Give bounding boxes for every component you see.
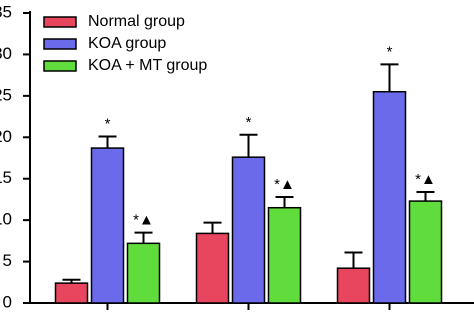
y-tick-label: 0 <box>3 292 12 311</box>
y-tick-label: 10 <box>0 210 12 229</box>
annotation: *▲ <box>415 171 436 188</box>
annotation: *▲ <box>274 176 295 193</box>
bar <box>54 282 89 304</box>
bar <box>408 200 443 304</box>
annotation: * <box>387 43 393 60</box>
y-tick-label: 15 <box>0 168 12 187</box>
legend-label: Normal group <box>88 13 185 30</box>
annotation: * <box>105 115 111 132</box>
legend-label: KOA + MT group <box>88 57 207 74</box>
legend-swatch <box>43 38 77 50</box>
bar <box>126 242 161 304</box>
y-tick-label: 20 <box>0 127 12 146</box>
bar <box>195 232 230 304</box>
bar <box>372 90 407 304</box>
bar <box>231 156 266 304</box>
annotation: *▲ <box>133 212 154 229</box>
y-tick-label: 25 <box>0 85 12 104</box>
bar <box>336 267 371 304</box>
bar <box>267 206 302 304</box>
y-tick-label: 30 <box>0 44 12 63</box>
annotation: * <box>246 114 252 131</box>
y-tick-label: 5 <box>3 251 12 270</box>
y-tick-label: 35 <box>0 2 12 21</box>
legend-swatch <box>43 60 77 72</box>
legend-swatch <box>43 16 77 28</box>
bar <box>90 147 125 304</box>
legend-label: KOA group <box>88 35 166 52</box>
